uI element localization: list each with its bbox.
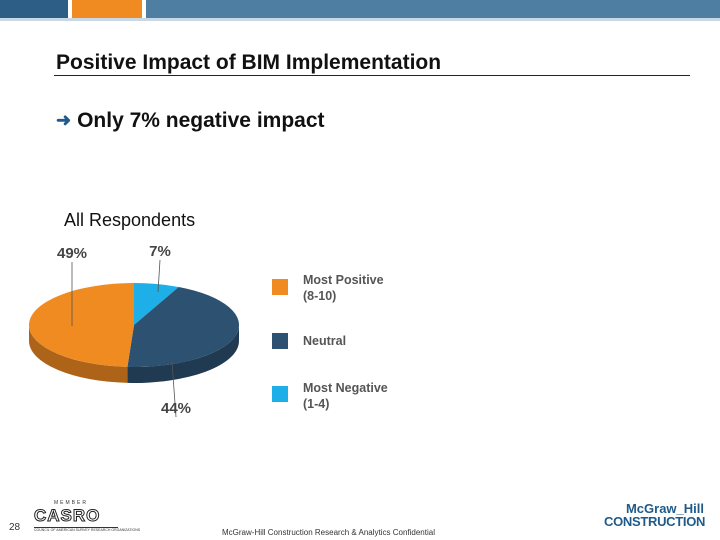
title-underline [54, 75, 690, 76]
arrow-bullet-icon: ➜ [56, 110, 72, 130]
legend-swatch [272, 333, 288, 349]
top-decorative-bar [0, 0, 720, 22]
legend-label: Most Positive (8-10) [303, 273, 384, 303]
casro-member-text: MEMBER [54, 500, 88, 506]
footer-confidential: McGraw-Hill Construction Research & Anal… [222, 528, 435, 537]
casro-tagline: COUNCIL OF AMERICAN SURVEY RESEARCH ORGA… [34, 528, 141, 532]
pie-slice [127, 286, 240, 367]
top-bar-segment [146, 0, 720, 18]
casro-wordmark: CASRO [33, 506, 101, 526]
pie-chart: 49% 7% 44% [28, 243, 240, 418]
data-label: 49% [57, 245, 87, 262]
top-rule [0, 18, 720, 21]
brand-line-1: McGraw_Hill [625, 501, 704, 516]
pie-side-wall [29, 325, 128, 383]
leader-line [171, 361, 177, 418]
slide-title: Positive Impact of BIM Implementation [56, 51, 442, 74]
legend-swatch [272, 386, 288, 402]
legend-label: Neutral [303, 334, 347, 348]
page-number: 28 [9, 522, 21, 533]
casro-logo: MEMBER CASRO COUNCIL OF AMERICAN SURVEY … [33, 500, 140, 534]
bullet-text: Only 7% negative impact [77, 109, 325, 132]
brand-logo: McGraw_Hill CONSTRUCTION [604, 501, 706, 529]
legend-swatch [272, 279, 288, 295]
casro-rule [34, 527, 118, 528]
pie-slice [28, 283, 134, 367]
leader-line [157, 259, 161, 293]
top-bar-segment [72, 0, 142, 18]
brand-line-2: CONSTRUCTION [604, 514, 706, 529]
respondents-label: All Respondents [64, 210, 196, 230]
data-label: 7% [149, 243, 171, 260]
pie-slice [134, 283, 179, 325]
top-bar-segment [0, 0, 68, 18]
legend-label: Most Negative (1-4) [303, 381, 388, 411]
bullet-point: ➜ Only 7% negative impact [56, 109, 325, 133]
data-label: 44% [161, 400, 191, 417]
pie-side-wall [127, 325, 239, 383]
